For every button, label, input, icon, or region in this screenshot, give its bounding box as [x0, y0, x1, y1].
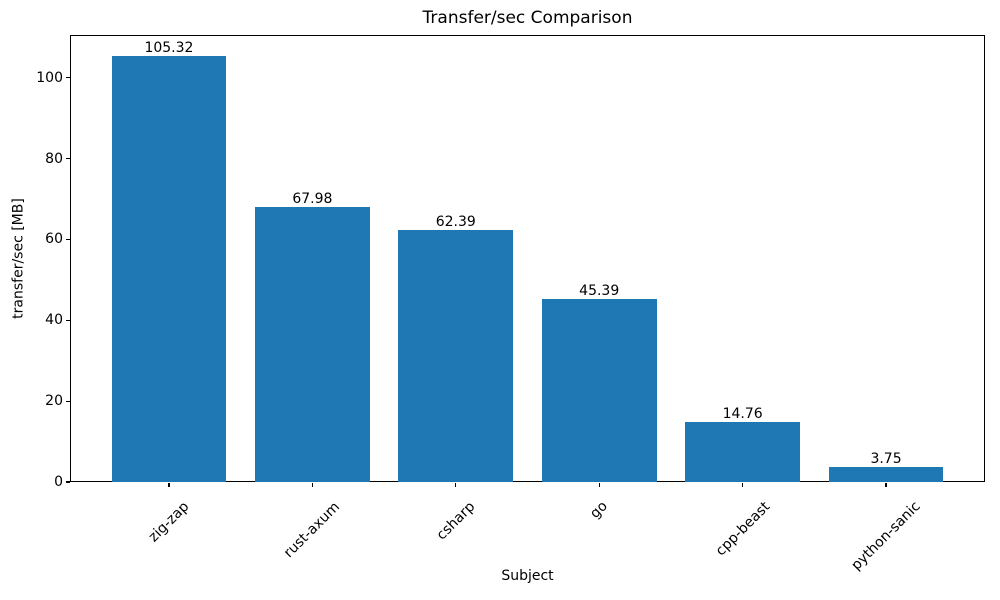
x-tick-label: go	[587, 498, 612, 523]
y-tick-mark	[66, 238, 70, 241]
y-tick-label: 40	[45, 312, 63, 329]
y-tick-mark	[66, 400, 70, 402]
x-tick-mark	[311, 483, 313, 487]
bar	[255, 207, 370, 482]
bar-value-label: 45.39	[579, 282, 620, 299]
x-tick-mark	[885, 483, 887, 487]
x-tick-label: cpp-beast	[712, 498, 773, 559]
y-tick-label: 20	[45, 393, 63, 410]
chart-title: Transfer/sec Comparison	[422, 8, 633, 28]
bar	[828, 466, 944, 482]
bar-value-label: 67.98	[292, 191, 333, 208]
x-tick-label: rust-axum	[281, 498, 344, 561]
y-axis-label: transfer/sec [MB]	[10, 198, 27, 319]
y-tick-mark	[66, 77, 70, 79]
x-tick-label: csharp	[433, 498, 479, 544]
bar	[685, 422, 800, 482]
y-tick-label: 60	[45, 231, 63, 248]
y-tick-mark	[66, 481, 70, 483]
x-tick-label: python-sanic	[848, 498, 924, 574]
bar	[111, 56, 227, 482]
bar-value-label: 62.39	[435, 213, 476, 230]
x-tick-mark	[598, 483, 600, 487]
bar-value-label: 105.32	[144, 40, 194, 57]
y-tick-label: 80	[45, 150, 63, 167]
x-tick-mark	[742, 483, 744, 487]
bar-value-label: 3.75	[870, 450, 902, 467]
bar	[541, 298, 657, 482]
y-tick-mark	[66, 319, 70, 321]
x-tick-mark	[455, 483, 457, 487]
x-axis-label: Subject	[501, 568, 554, 584]
y-tick-label: 100	[36, 69, 63, 86]
y-tick-label: 0	[54, 474, 63, 490]
bar-value-label: 14.76	[722, 406, 763, 423]
x-tick-mark	[168, 483, 170, 487]
x-tick-label: zig-zap	[145, 498, 193, 546]
y-tick-mark	[66, 158, 70, 160]
bar	[398, 229, 514, 482]
